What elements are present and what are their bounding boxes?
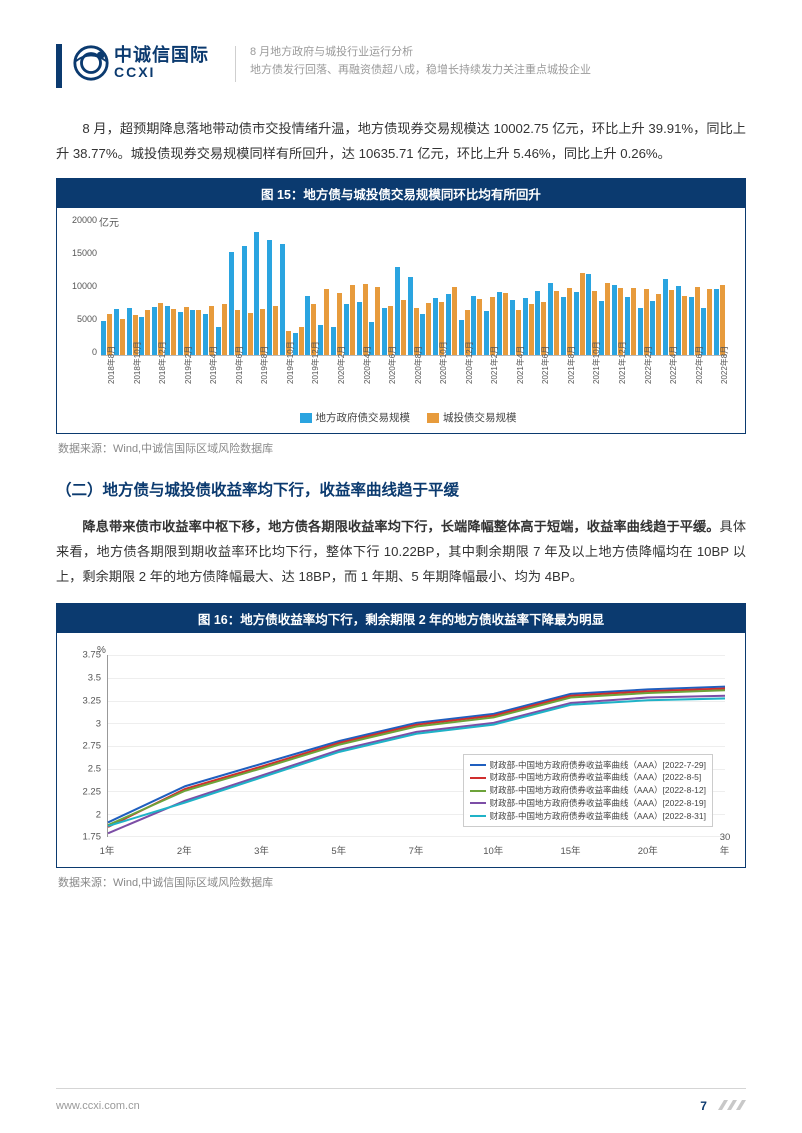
chart-15-title: 图 15：地方债与城投债交易规模同环比均有所回升 (57, 179, 745, 208)
chart-15-xlabels: 2018年8月2018年10月2018年12月2019年2月2019年4月201… (101, 358, 727, 384)
intro-paragraph: 8 月，超预期降息落地带动债市交投情绪升温，地方债现券交易规模达 10002.7… (56, 116, 746, 166)
legend-swatch-local (300, 413, 312, 423)
chart-16-xlabels: 1年2年3年5年7年10年15年20年30年 (107, 839, 725, 857)
para2-bold: 降息带来债市收益率中枢下移，地方债各期限收益率均下行，长端降幅整体高于短端，收益… (82, 519, 719, 534)
legend-local: 地方政府债交易规模 (316, 412, 411, 424)
legend-urban: 城投债交易规模 (443, 412, 517, 424)
header-line2: 地方债发行回落、再融资债超八成，稳增长持续发力关注重点城投企业 (250, 62, 591, 80)
footer-rule (56, 1088, 746, 1089)
chart-15-yticks: 05000100001500020000 (67, 220, 97, 356)
page-number: 7 (700, 1099, 707, 1113)
chart-15: 图 15：地方债与城投债交易规模同环比均有所回升 亿元 050001000015… (56, 178, 746, 434)
logo-cn: 中诚信国际 (114, 46, 209, 64)
chart-15-source: 数据来源：Wind,中诚信国际区域风险数据库 (58, 440, 746, 456)
ccxi-logo-icon (72, 44, 110, 82)
chart-16-source: 数据来源：Wind,中诚信国际区域风险数据库 (58, 874, 746, 890)
accent-bar (56, 44, 62, 88)
chart-16-title: 图 16：地方债收益率均下行，剩余期限 2 年的地方债收益率下降最为明显 (57, 604, 745, 633)
logo-en: CCXI (114, 64, 209, 81)
page-header: 中诚信国际 CCXI 8 月地方政府与城投行业运行分析 地方债发行回落、再融资债… (56, 44, 746, 88)
header-subtitle: 8 月地方政府与城投行业运行分析 地方债发行回落、再融资债超八成，稳增长持续发力… (250, 44, 591, 79)
chart-15-legend: 地方政府债交易规模 城投债交易规模 (67, 380, 735, 427)
section-2-heading: （二）地方债与城投债收益率均下行，收益率曲线趋于平缓 (56, 478, 746, 500)
header-line1: 8 月地方政府与城投行业运行分析 (250, 44, 591, 62)
chart-15-plot (101, 224, 727, 356)
chart-16-yticks: 1.7522.252.52.7533.253.53.75 (67, 655, 101, 837)
footer: www.ccxi.com.cn 7 (56, 1099, 746, 1113)
footer-url: www.ccxi.com.cn (56, 1100, 140, 1112)
header-divider (235, 46, 236, 82)
logo: 中诚信国际 CCXI (72, 44, 209, 82)
chart-16-legend: 财政部-中国地方政府债券收益率曲线（AAA）[2022-7-29]财政部-中国地… (463, 754, 713, 828)
chevrons-icon (718, 1101, 746, 1113)
legend-swatch-urban (427, 413, 439, 423)
section-2-para: 降息带来债市收益率中枢下移，地方债各期限收益率均下行，长端降幅整体高于短端，收益… (56, 514, 746, 589)
chart-16: 图 16：地方债收益率均下行，剩余期限 2 年的地方债收益率下降最为明显 % 1… (56, 603, 746, 868)
